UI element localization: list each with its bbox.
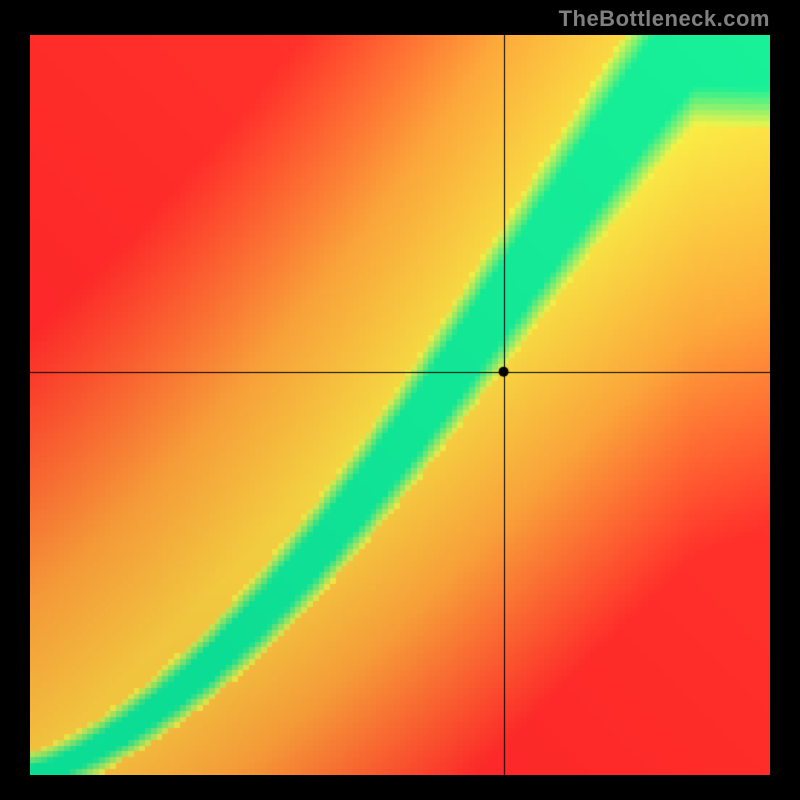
watermark-text: TheBottleneck.com — [559, 6, 770, 32]
heatmap-canvas — [30, 35, 770, 775]
chart-container: { "watermark": { "text": "TheBottleneck.… — [0, 0, 800, 800]
heatmap-plot — [30, 35, 770, 775]
